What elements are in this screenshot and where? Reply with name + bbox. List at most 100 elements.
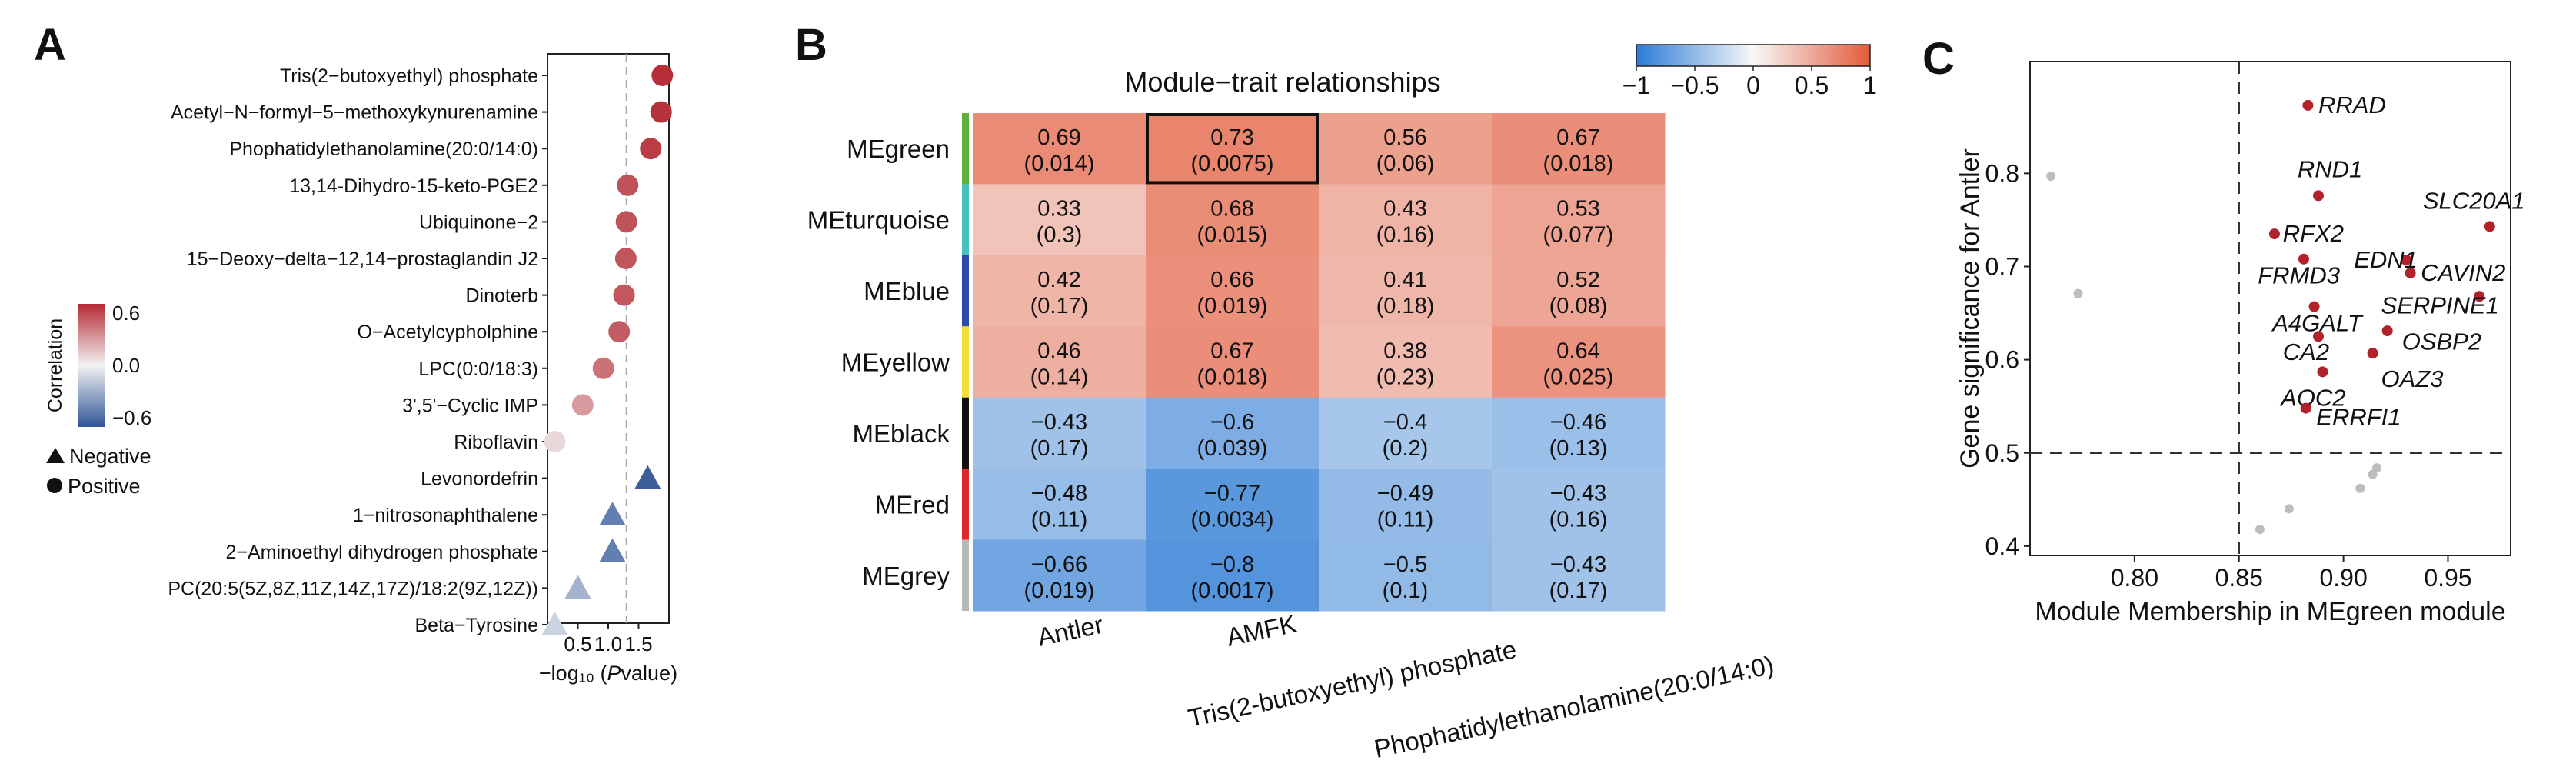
heatmap-cell — [1146, 326, 1320, 399]
panel-b-colorbar-tick-label: 0.5 — [1795, 72, 1829, 99]
panel-a-point-positive — [613, 284, 635, 306]
heatmap-cell — [973, 255, 1147, 327]
heatmap-cell — [1319, 326, 1493, 399]
heatmap-cell — [1492, 113, 1666, 185]
heatmap-cell-value: 0.67 — [1210, 339, 1253, 364]
heatmap-cell-pvalue: (0.0075) — [1190, 152, 1273, 176]
panel-b-colorbar-tick-label: 0 — [1746, 72, 1760, 99]
panel-c-point-nonsig — [2046, 171, 2056, 181]
panel-c-gene-label: RFX2 — [2283, 220, 2344, 247]
heatmap-cell — [1492, 326, 1666, 399]
heatmap-cell — [1319, 184, 1493, 256]
panel-b-title: Module−trait relationships — [1124, 66, 1440, 98]
heatmap-cell-value: 0.69 — [1037, 125, 1080, 150]
heatmap-cell-value: −0.49 — [1377, 481, 1433, 505]
heatmap-cell-pvalue: (0.23) — [1376, 365, 1435, 390]
heatmap-cell-value: −0.66 — [1031, 552, 1087, 577]
heatmap-cell-pvalue: (0.06) — [1376, 152, 1435, 176]
heatmap-cell-pvalue: (0.2) — [1383, 436, 1429, 461]
panel-c-point-gene — [2317, 366, 2328, 378]
panel-c-point-nonsig — [2372, 463, 2382, 473]
panel-c-ytick-label: 0.6 — [1985, 346, 2019, 374]
heatmap-cell-value: 0.52 — [1556, 268, 1599, 292]
panel-c-point-nonsig — [2073, 288, 2083, 298]
panel-c-point-gene — [2484, 221, 2495, 232]
heatmap-cell-pvalue: (0.018) — [1197, 365, 1268, 390]
heatmap-cell — [1146, 113, 1320, 185]
panel-c-xtick-label: 0.85 — [2215, 564, 2263, 592]
heatmap-cell — [1146, 255, 1320, 327]
panel-a-xtick-label: 0.5 — [564, 632, 591, 655]
heatmap-cell-pvalue: (0.018) — [1543, 152, 1614, 176]
heatmap-cell-value: −0.77 — [1204, 481, 1260, 505]
panel-a-metabolite-label: Tris(2−butoxyethyl) phosphate — [280, 65, 538, 87]
panel-a-metabolite-label: Ubiquinone−2 — [419, 212, 538, 233]
heatmap-cell — [1319, 397, 1493, 469]
panel-a-xlabel-italic: P — [607, 662, 621, 685]
heatmap-cell — [1319, 539, 1493, 612]
heatmap-cell — [1492, 184, 1666, 256]
panel-c-gene-label: AOC2 — [2279, 384, 2345, 411]
heatmap-cell-value: 0.67 — [1556, 125, 1599, 150]
heatmap-row-color-bar — [962, 539, 969, 611]
heatmap-cell-value: 0.33 — [1037, 197, 1080, 222]
heatmap-cell — [1146, 184, 1320, 256]
panel-c-point-gene — [2381, 325, 2393, 337]
panel-c-point-gene — [2474, 291, 2485, 302]
heatmap-cell-pvalue: (0.3) — [1037, 223, 1083, 248]
heatmap-cell-value: −0.6 — [1210, 410, 1254, 435]
panel-a-metabolite-label: Riboflavin — [454, 432, 538, 453]
panel-a-metabolite-label: 1−nitrosonaphthalene — [353, 505, 538, 526]
panel-c-gene-label: OAZ3 — [2381, 365, 2444, 392]
panel-a-point-negative — [541, 612, 568, 635]
panel-a-legend-positive: Positive — [68, 475, 141, 498]
heatmap-row-label: MEgreen — [847, 135, 950, 163]
panel-a-metabolite-label: 15−Deoxy−delta−12,14−prostaglandin J2 — [187, 248, 538, 270]
heatmap-cell — [1319, 113, 1493, 185]
heatmap-cell-value: 0.46 — [1037, 339, 1080, 364]
panel-a-metabolite-label: 2−Aminoethyl dihydrogen phosphate — [225, 542, 538, 563]
panel-c-gene-label: ERRFI1 — [2316, 404, 2401, 431]
panel-a-point-negative — [634, 465, 661, 489]
heatmap-cell-pvalue: (0.17) — [1549, 579, 1608, 603]
panel-a-metabolite-label: Acetyl−N−formyl−5−methoxykynurenamine — [171, 102, 538, 124]
panel-a-point-positive — [571, 394, 594, 416]
panel-c-gene-label: FRMD3 — [2258, 262, 2340, 289]
heatmap-cell — [973, 397, 1147, 469]
legend-triangle-icon — [46, 448, 65, 463]
heatmap-cell — [1492, 469, 1666, 541]
heatmap-cell-pvalue: (0.0034) — [1190, 507, 1273, 532]
panel-c-gene-label: OSBP2 — [2402, 328, 2481, 355]
heatmap-column-label: Antler — [1035, 610, 1106, 652]
heatmap-cell — [1146, 397, 1320, 469]
heatmap-column-label: AMFK — [1224, 609, 1299, 652]
heatmap-cell — [973, 113, 1147, 185]
heatmap-cell-pvalue: (0.014) — [1024, 152, 1095, 176]
heatmap-row-color-bar — [962, 255, 969, 327]
panel-a-point-positive — [544, 431, 566, 452]
heatmap-row-color-bar — [962, 469, 969, 540]
heatmap-row-label: MEyellow — [841, 348, 950, 377]
panel-c-point-gene — [2405, 267, 2416, 278]
panel-a-point-positive — [617, 174, 639, 196]
heatmap-cell-value: −0.8 — [1210, 552, 1254, 577]
panel-c-point-gene — [2308, 301, 2320, 312]
panel-a-metabolite-label: 3',5'−Cyclic IMP — [402, 395, 538, 416]
heatmap-cell-value: 0.41 — [1383, 268, 1426, 292]
heatmap-cell — [1146, 539, 1320, 612]
panel-a-metabolite-label: Dinoterb — [466, 285, 539, 307]
heatmap-cell-value: 0.42 — [1037, 268, 1080, 292]
panel-c-point-gene — [2401, 255, 2412, 266]
panel-label-b: B — [795, 20, 827, 70]
panel-a-point-positive — [608, 321, 631, 343]
panel-c-xtick-label: 0.95 — [2424, 564, 2471, 592]
panel-c-gene-label: RRAD — [2318, 92, 2386, 118]
panel-a-metabolite-label: LPC(0:0/18:3) — [418, 358, 538, 380]
panel-c-point-gene — [2298, 253, 2309, 265]
heatmap-cell-value: −0.46 — [1550, 410, 1606, 435]
panel-a-colorbar-title: Correlation — [45, 318, 66, 412]
panel-b-colorbar-tick-label: 1 — [1863, 72, 1877, 99]
panel-a-point-positive — [650, 101, 672, 123]
panel-c-gene-label: RND1 — [2298, 156, 2362, 183]
panel-a-metabolite-label: PC(20:5(5Z,8Z,11Z,14Z,17Z)/18:2(9Z,12Z)) — [168, 578, 538, 599]
